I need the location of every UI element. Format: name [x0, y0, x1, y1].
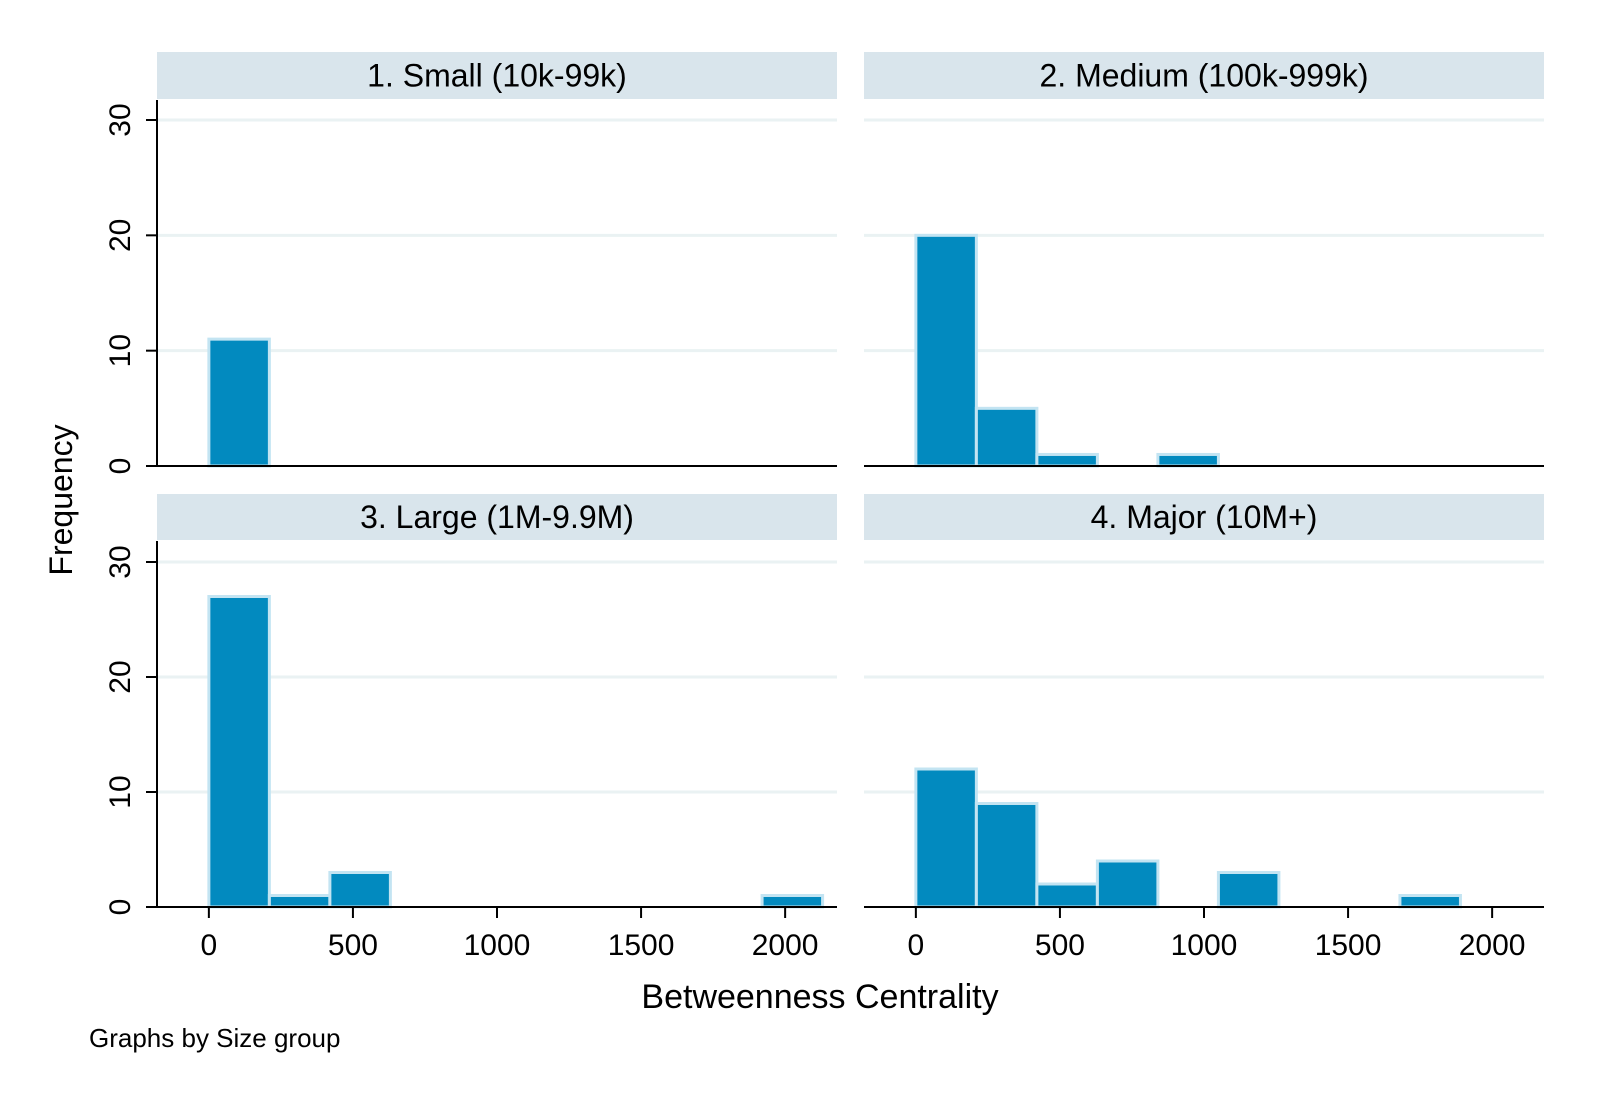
- x-tick-label: 500: [328, 929, 378, 962]
- x-tick-label: 2000: [1459, 929, 1526, 962]
- panel-header: [864, 52, 1544, 99]
- histogram-bar: [760, 894, 825, 909]
- panel-header: [157, 494, 837, 540]
- x-tick-label: 1500: [608, 929, 675, 962]
- histogram-bar: [207, 337, 271, 468]
- y-tick-label: 20: [104, 660, 137, 693]
- panel-4: 4. Major (10M+) 0 500 1000 1500 2000: [864, 494, 1544, 962]
- panel-1: 1. Small (10k-99k) 0 10 20 30: [104, 52, 837, 474]
- histogram-bar: [1156, 452, 1220, 468]
- panel-3: 3. Large (1M-9.9M) 0 10 20 30 0 500 1000 1500 200…: [104, 494, 837, 962]
- panels-layer: 1. Small (10k-99k) 0 10 20 30 2. Medium (100k…: [104, 52, 1544, 962]
- panel-title: 3. Large (1M-9.9M): [360, 499, 634, 535]
- x-tick-label: 1000: [464, 929, 531, 962]
- x-tick-label: 500: [1035, 929, 1085, 962]
- panel-header: [864, 494, 1544, 540]
- histogram-bar: [1095, 859, 1160, 909]
- histogram-bar: [1216, 871, 1281, 909]
- x-tick-label: 2000: [752, 929, 819, 962]
- x-tick-label: 0: [201, 929, 218, 962]
- y-tick-label: 20: [104, 219, 137, 252]
- y-tick-label: 10: [104, 775, 137, 808]
- panel-2: 2. Medium (100k-999k): [864, 52, 1544, 468]
- x-tick-label: 1500: [1315, 929, 1382, 962]
- y-tick-label: 30: [104, 103, 137, 136]
- y-axis-title: Frequency: [43, 424, 79, 575]
- y-tick-label: 30: [104, 545, 137, 578]
- panel-title: 1. Small (10k-99k): [367, 58, 627, 94]
- y-tick-label: 0: [104, 899, 137, 916]
- histogram-bar: [207, 595, 271, 909]
- histogram-bar: [1398, 894, 1462, 909]
- histogram-bar: [328, 871, 392, 909]
- x-tick-label: 1000: [1171, 929, 1238, 962]
- histogram-bar: [974, 802, 1039, 909]
- y-tick-label: 10: [104, 334, 137, 367]
- x-axis-title: Betweenness Centrality: [641, 978, 998, 1016]
- histogram-bar: [974, 406, 1039, 468]
- histogram-bar: [1035, 452, 1099, 468]
- histogram-bar: [914, 233, 978, 468]
- figure-note: Graphs by Size group: [89, 1023, 340, 1053]
- histogram-bar: [1035, 882, 1099, 909]
- histogram-bar: [267, 894, 332, 909]
- panel-title: 2. Medium (100k-999k): [1039, 58, 1368, 94]
- panel-title: 4. Major (10M+): [1091, 499, 1318, 535]
- histogram-bar: [914, 767, 978, 909]
- y-tick-label: 0: [104, 458, 137, 475]
- x-tick-label: 0: [908, 929, 925, 962]
- panel-header: [157, 52, 837, 99]
